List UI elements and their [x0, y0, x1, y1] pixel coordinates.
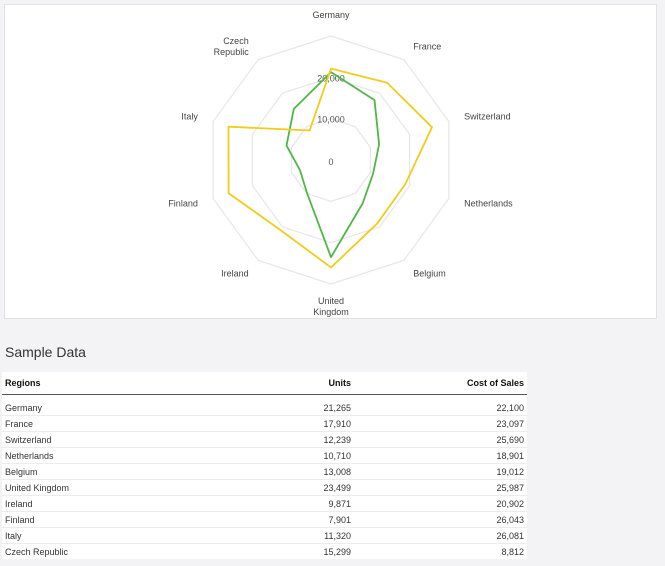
cell-cost: 25,987	[354, 479, 527, 496]
column-header-units[interactable]: Units	[178, 372, 354, 395]
cell-cost: 20,902	[354, 495, 527, 512]
category-label: Belgium	[413, 268, 446, 278]
column-header-cost-of-sales[interactable]: Cost of Sales	[354, 372, 527, 395]
cell-units: 7,901	[178, 511, 354, 528]
series-line-0	[285, 71, 381, 259]
cell-units: 17,910	[178, 415, 354, 432]
table-header-row: Regions Units Cost of Sales	[2, 372, 527, 395]
cell-units: 12,239	[178, 431, 354, 448]
table-row: Belgium 13,008 19,012	[2, 463, 527, 480]
column-header-regions[interactable]: Regions	[2, 372, 178, 395]
cell-units: 21,265	[178, 400, 354, 416]
cell-region: Belgium	[2, 463, 178, 480]
cell-region: Finland	[2, 511, 178, 528]
table-row: Germany 21,265 22,100	[2, 400, 527, 416]
category-label: United Kingdom	[313, 296, 349, 317]
radial-tick-label: 20,000	[317, 73, 345, 83]
table-row: Finland 7,901 26,043	[2, 511, 527, 528]
table-row: Italy 11,320 26,081	[2, 527, 527, 544]
cell-region: France	[2, 415, 178, 432]
table-row: United Kingdom 23,499 25,987	[2, 479, 527, 496]
radial-tick-label: 10,000	[317, 115, 345, 125]
cell-units: 15,299	[323, 546, 351, 557]
cell-region: United Kingdom	[2, 479, 178, 496]
sample-data-table: Regions Units Cost of Sales Germany 21,2…	[2, 372, 527, 559]
cell-units: 13,008	[178, 463, 354, 480]
cell-region: Switzerland	[2, 431, 178, 448]
cell-cost: 23,097	[354, 415, 527, 432]
cell-units: 11,320	[178, 527, 354, 544]
radial-tick-label: 0	[328, 157, 333, 167]
cell-cost: 26,043	[354, 511, 527, 528]
cell-cost: 8,812	[501, 546, 524, 557]
cell-units: 9,871	[178, 495, 354, 512]
cell-region: Czech Republic	[5, 546, 69, 557]
category-label: Italy	[181, 112, 198, 122]
table-row: Ireland 9,871 20,902	[2, 495, 527, 512]
category-label: Czech Republic	[214, 36, 250, 57]
cell-cost: 22,100	[354, 400, 527, 416]
category-label: Switzerland	[464, 112, 511, 122]
series-line-1	[227, 67, 433, 269]
cell-region: Germany	[2, 400, 178, 416]
cell-cost: 18,901	[354, 447, 527, 464]
table-row: Switzerland 12,239 25,690	[2, 431, 527, 448]
cell-cost: 19,012	[354, 463, 527, 480]
category-label: Ireland	[221, 268, 249, 278]
cell-region: Italy	[2, 527, 178, 544]
cell-region: Ireland	[2, 495, 178, 512]
cell-cost: 25,690	[354, 431, 527, 448]
cell-units: 10,710	[178, 447, 354, 464]
category-label: Netherlands	[464, 198, 513, 208]
category-label: Germany	[312, 10, 350, 20]
radar-chart-card: 0 10,000 20,000 Germany France Switzerland Net…	[4, 4, 657, 319]
grid-ring	[212, 35, 450, 285]
cell-region: Netherlands	[2, 447, 178, 464]
category-label: Finland	[168, 198, 198, 208]
grid-ring	[291, 118, 371, 202]
grid-ring	[251, 76, 411, 244]
table-row: Netherlands 10,710 18,901	[2, 447, 527, 464]
cell-cost: 26,081	[354, 527, 527, 544]
category-label: France	[413, 42, 441, 52]
table-row: Czech Republic 15,299 8,812	[2, 544, 527, 560]
table-row: France 17,910 23,097	[2, 415, 527, 432]
cell-units: 23,499	[178, 479, 354, 496]
sample-data-title: Sample Data	[5, 344, 86, 360]
radar-chart: 0 10,000 20,000 Germany France Switzerland Net…	[168, 10, 513, 317]
